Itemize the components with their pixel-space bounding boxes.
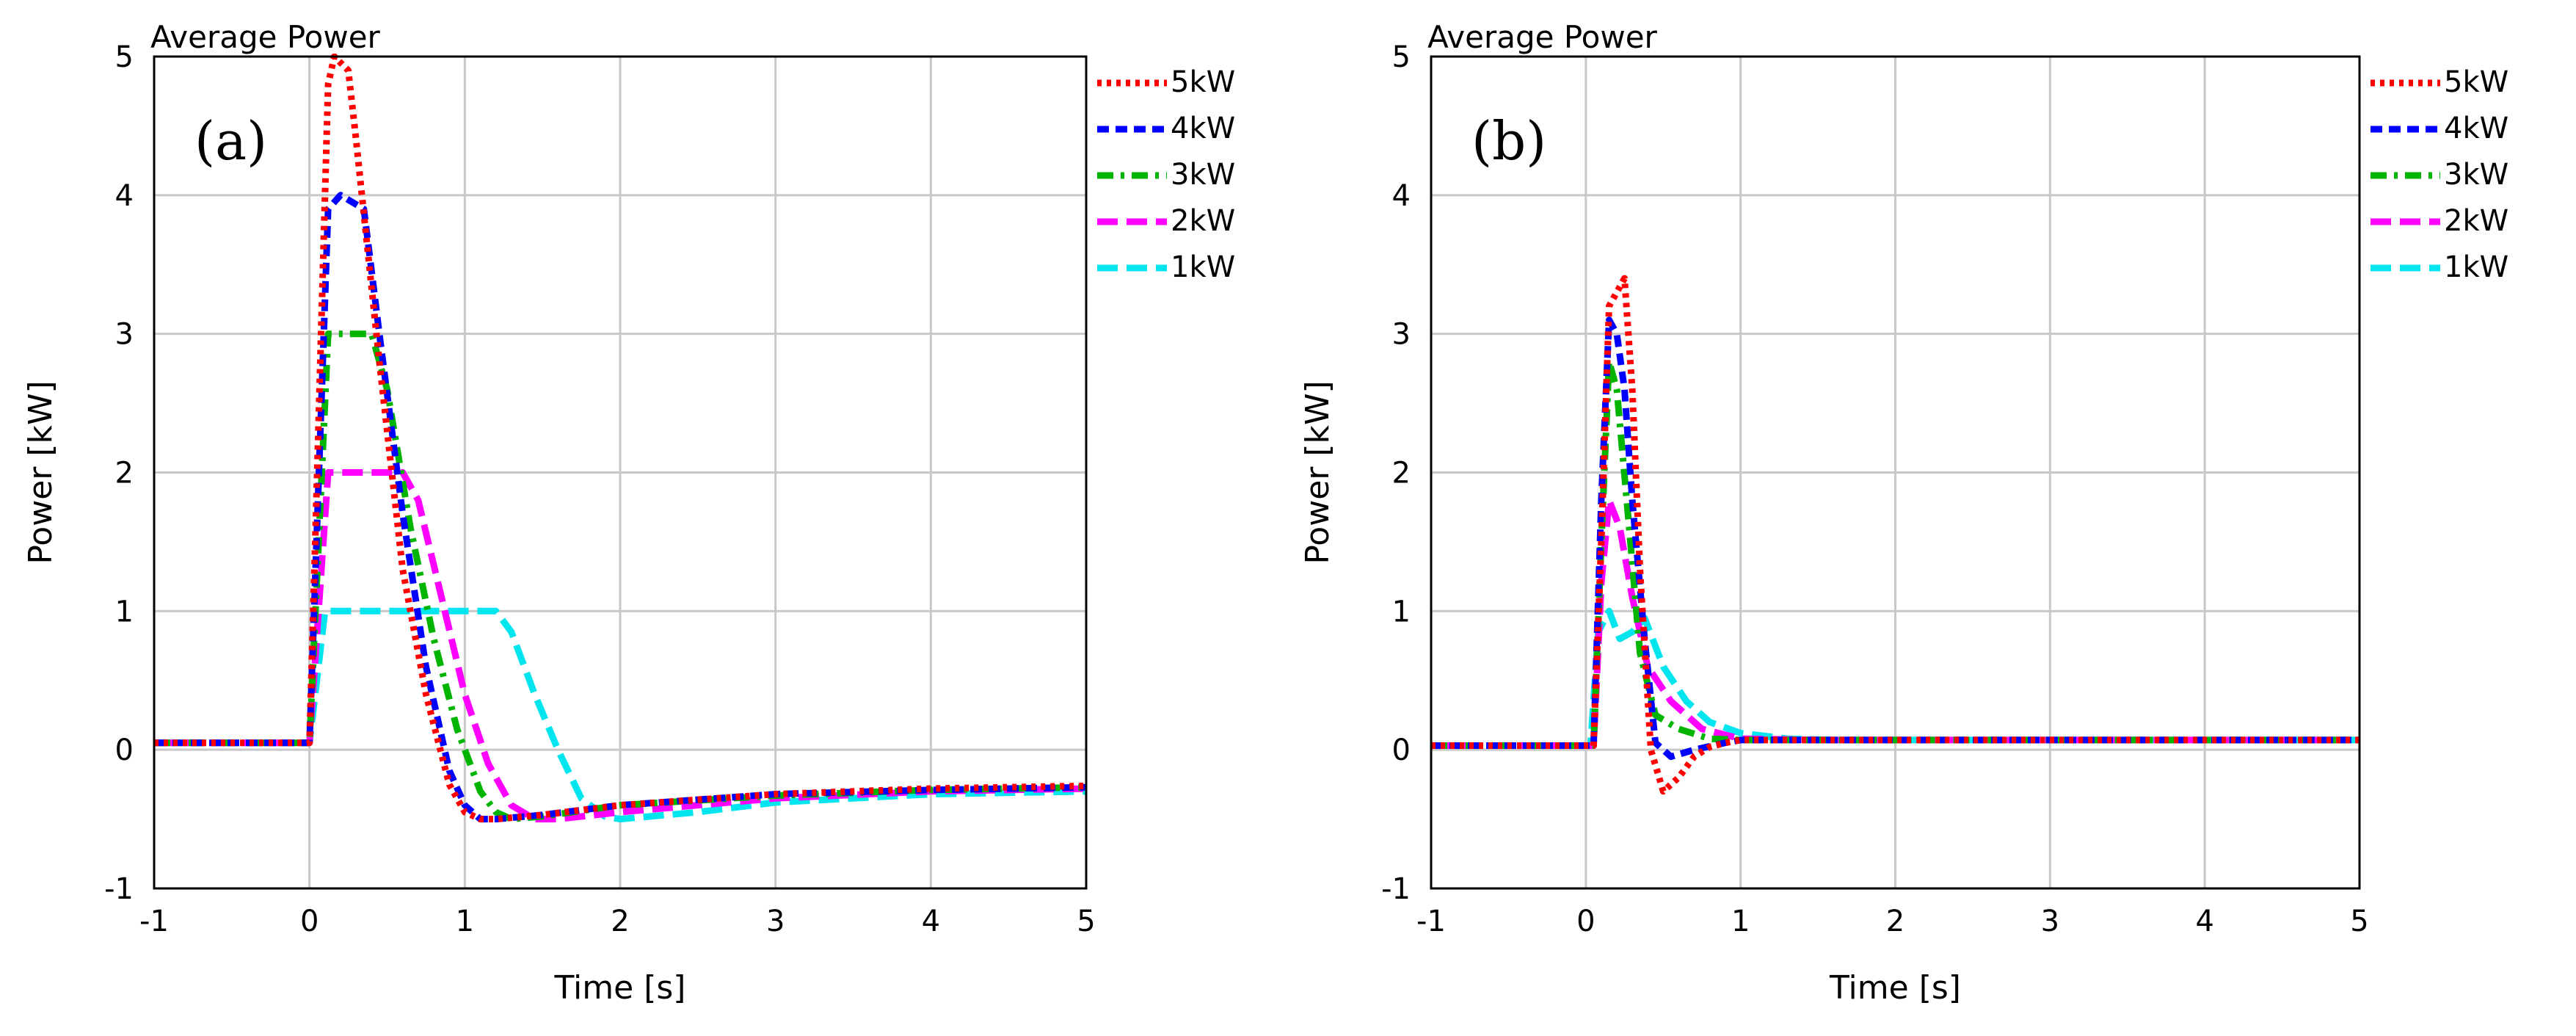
series-line-4kW (154, 192, 1086, 823)
x-tick-label: 0 (300, 905, 319, 938)
y-tick-label: 2 (115, 457, 134, 490)
y-axis-label: Power [kW] (1299, 380, 1336, 564)
y-tick-label: -1 (1381, 872, 1411, 906)
x-tick-label: 1 (1731, 905, 1750, 938)
legend-label: 3kW (2444, 158, 2508, 192)
y-tick-label: 5 (115, 40, 134, 74)
series-line-5kW (1431, 275, 2359, 795)
x-tick-label: 2 (1886, 905, 1904, 938)
series-line-2kW (154, 469, 1086, 823)
x-tick-label: 4 (922, 905, 940, 938)
y-tick-label: 2 (1392, 457, 1411, 490)
y-axis-label: Power [kW] (22, 380, 59, 564)
legend-label: 1kW (2444, 250, 2508, 284)
y-tick-label: 4 (1392, 179, 1411, 213)
plot-title: Average Power (150, 19, 381, 55)
plot-title: Average Power (1427, 19, 1658, 55)
chart-panel-a: -1 0 1 2 3 4 5 -1 0 1 2 3 4 5 Time [s] Power [kW] Averag… (22, 19, 1235, 1007)
y-tick-label: -1 (104, 872, 134, 906)
y-tick-label: 4 (115, 179, 134, 213)
series-line-3kW (154, 330, 1086, 823)
y-tick-label: 1 (1392, 595, 1411, 629)
y-tick-label: 3 (115, 318, 134, 352)
y-tick-label: 0 (115, 733, 134, 767)
panel-label: (a) (194, 110, 267, 172)
x-tick-label: 4 (2195, 905, 2213, 938)
x-tick-label: 3 (2041, 905, 2059, 938)
series-group (1431, 275, 2359, 795)
legend-label: 4kW (2444, 112, 2508, 145)
plot-frame (153, 55, 1088, 890)
legend-label: 4kW (1171, 112, 1235, 145)
legend-label: 5kW (1171, 65, 1235, 99)
legend-label: 3kW (1171, 158, 1235, 192)
x-tick-label: 2 (611, 905, 629, 938)
legend-label: 5kW (2444, 65, 2508, 99)
x-tick-label: 5 (1077, 905, 1095, 938)
x-tick-label: 5 (2350, 905, 2368, 938)
legend-label: 1kW (1171, 250, 1235, 284)
y-tick-label: 3 (1392, 318, 1411, 352)
y-tick-label: 5 (1392, 40, 1411, 74)
plot-frame (1430, 55, 2361, 890)
x-tick-label: -1 (139, 905, 169, 938)
legend-label: 2kW (1171, 204, 1235, 238)
x-tick-label: -1 (1416, 905, 1446, 938)
x-axis-label: Time [s] (1829, 969, 1961, 1007)
legend-label: 2kW (2444, 204, 2508, 238)
x-tick-label: 3 (766, 905, 785, 938)
x-tick-label: 0 (1576, 905, 1595, 938)
x-tick-label: 1 (456, 905, 474, 938)
series-group (154, 54, 1086, 823)
series-line-1kW (154, 607, 1086, 823)
panel-label: (b) (1471, 110, 1546, 172)
series-line-5kW (154, 54, 1086, 823)
x-axis-label: Time [s] (554, 969, 686, 1007)
chart-panel-b: -1 0 1 2 3 4 5 -1 0 1 2 3 4 5 Time [s] Power [kW] Averag… (1299, 19, 2508, 1007)
y-tick-label: 1 (115, 595, 134, 629)
series-line-3kW (1431, 358, 2359, 749)
y-tick-label: 0 (1392, 733, 1411, 767)
